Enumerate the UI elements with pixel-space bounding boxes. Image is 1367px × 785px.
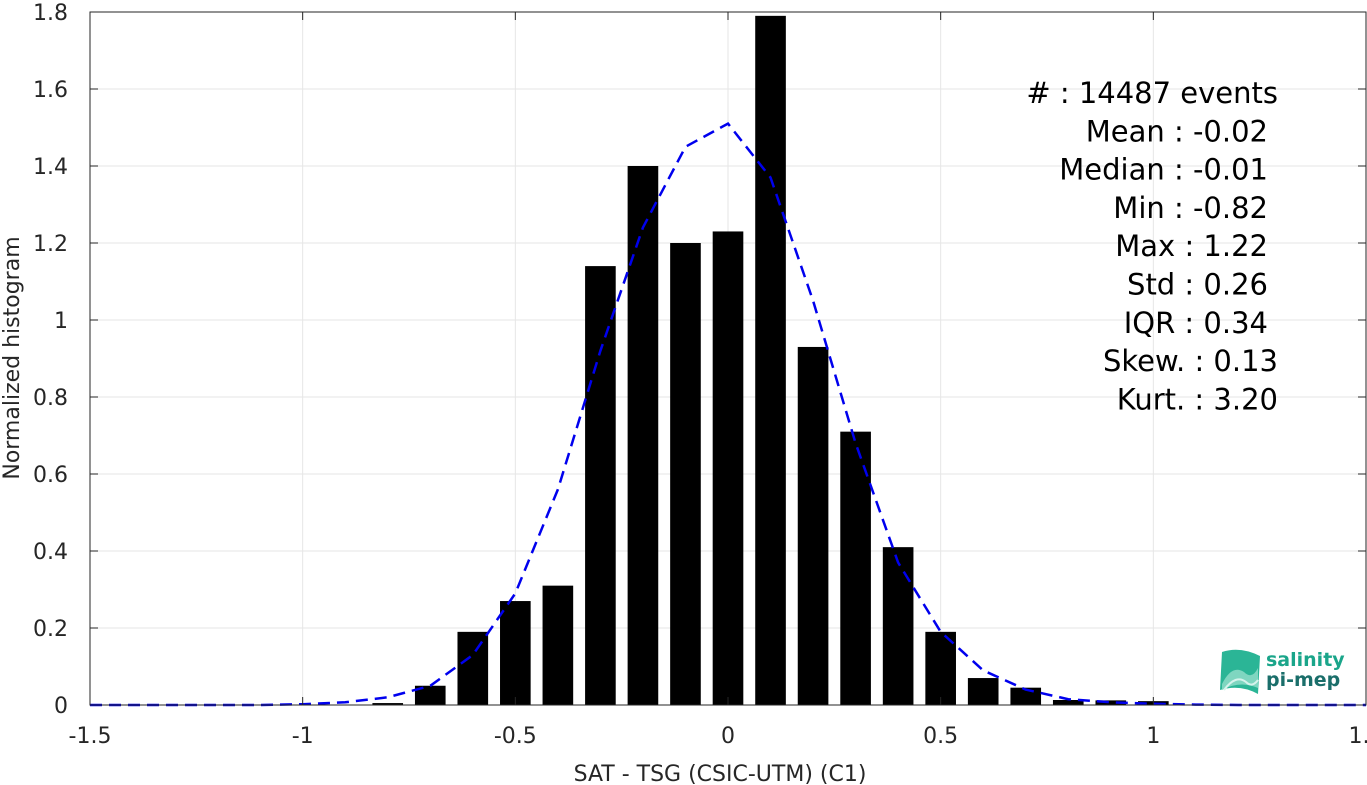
x-tick-label: -1.5 [69, 724, 112, 749]
histogram-bar [627, 166, 659, 705]
histogram-bar [882, 547, 914, 705]
y-tick-label: 1 [54, 309, 68, 334]
logo-text-line2: pi-mep [1266, 669, 1340, 691]
logo-text-line1: salinity [1266, 649, 1345, 671]
y-axis-title: Normalized histogram [0, 236, 25, 479]
x-tick-labels: -1.5 -1 -0.5 0 0.5 1 1.5 [69, 724, 1367, 749]
x-tick-label: 1 [1146, 724, 1160, 749]
stat-line: Skew. : 0.13 [1103, 344, 1278, 378]
stat-line: Median : -0.01 [1059, 153, 1268, 187]
y-tick-label: 0.6 [33, 463, 68, 488]
x-tick-label: 1.5 [1349, 724, 1367, 749]
x-tick-label: -1 [292, 724, 314, 749]
y-tick-label: 1.4 [33, 155, 68, 180]
y-tick-label: 0 [54, 694, 68, 719]
y-tick-label: 0.2 [33, 617, 68, 642]
histogram-bar [712, 231, 744, 705]
histogram-bar [967, 678, 999, 705]
histogram-bar [1095, 700, 1127, 705]
histogram-bar [840, 431, 871, 705]
histogram-bar [457, 631, 489, 705]
y-tick-label: 1.6 [33, 78, 68, 103]
histogram-bar [500, 601, 531, 705]
y-tick-label: 1.2 [33, 232, 68, 257]
stat-line: IQR : 0.34 [1124, 306, 1268, 340]
stat-line: Min : -0.82 [1113, 191, 1268, 225]
salinity-pi-mep-logo: salinity pi-mep [1220, 649, 1345, 694]
x-tick-label: 0.5 [923, 724, 958, 749]
x-tick-label: -0.5 [494, 724, 537, 749]
axis-ticks [89, 11, 1367, 706]
histogram-bar [797, 346, 829, 705]
stat-line: # : 14487 events [1026, 76, 1278, 110]
histogram-bar [372, 703, 404, 705]
histogram-bar [670, 243, 701, 705]
histogram-bar [585, 266, 616, 705]
histogram-bar [414, 685, 446, 705]
y-tick-labels: 0 0.2 0.4 0.6 0.8 1 1.2 1.4 1.6 1.8 [33, 1, 68, 719]
x-tick-label: 0 [721, 724, 735, 749]
stat-line: Kurt. : 3.20 [1117, 382, 1278, 416]
histogram-bar [542, 585, 574, 705]
bar-series [372, 15, 1169, 706]
stat-line: Mean : -0.02 [1086, 114, 1268, 148]
histogram-bar [925, 631, 956, 705]
y-tick-label: 0.8 [33, 386, 68, 411]
histogram-bar [755, 15, 786, 706]
statistics-annotation: # : 14487 events Mean : -0.02 Median : -0.… [1026, 76, 1278, 416]
histogram-bar [1052, 699, 1084, 705]
stat-line: Max : 1.22 [1115, 229, 1268, 263]
x-axis-title: SAT - TSG (CSIC-UTM) (C1) [574, 762, 867, 785]
stat-line: Std : 0.26 [1127, 268, 1268, 302]
y-tick-label: 0.4 [33, 540, 68, 565]
wave-logo-icon [1220, 649, 1260, 694]
y-tick-label: 1.8 [33, 1, 68, 26]
